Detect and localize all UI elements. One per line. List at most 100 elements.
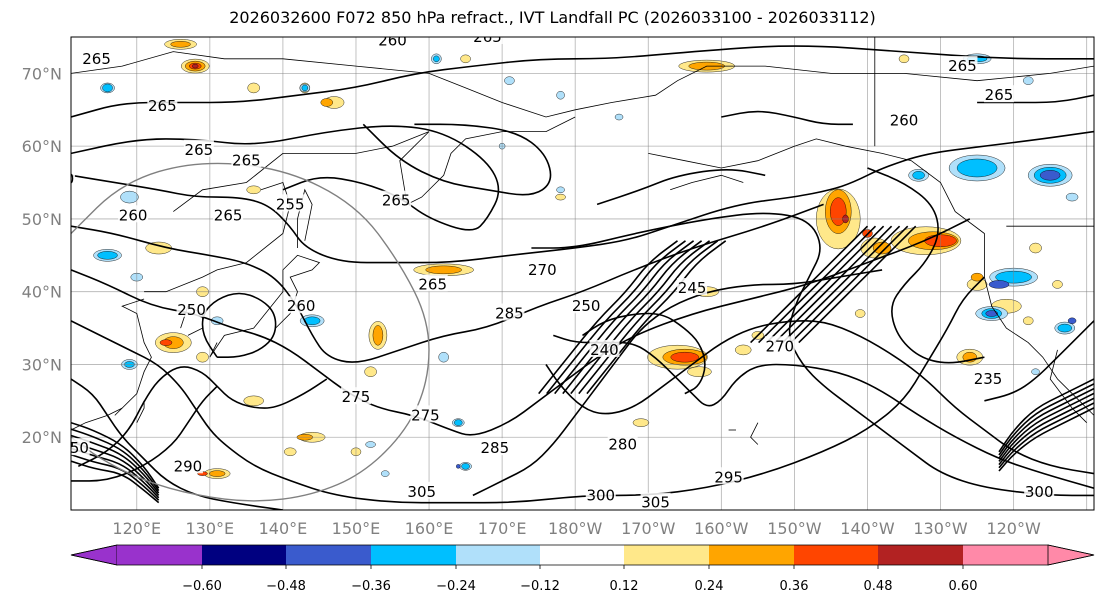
contour-label: 265 [948,57,977,75]
positive-anomaly-fill [898,54,910,64]
negative-anomaly-fill [1023,76,1034,85]
contour-label: 265 [418,275,447,293]
coastline [750,422,759,445]
positive-anomaly-fill [247,82,260,94]
ivt-contour [71,130,1094,264]
ivt-contour [562,240,703,395]
contour-label-background [71,168,76,186]
ivt-contour [71,276,985,504]
ivt-contour [977,94,1094,104]
contour-label-background [417,274,448,292]
colorbar-tick-label: 0.12 [610,579,639,594]
contour-label-background [340,387,371,405]
ivt-contour [362,123,552,196]
moderate-negative-anomaly-fill [461,463,470,470]
contour-label-background [472,37,503,44]
positive-anomaly-fill [1029,242,1042,254]
contour-label: 275 [342,388,371,406]
moderate-negative-anomaly-fill [102,83,113,93]
longitude-label: 140°W [840,519,895,538]
contour-label: 300 [1025,483,1054,501]
colorbar-tick-label: −0.60 [182,579,222,594]
colorbar-box [624,545,709,565]
contour-label-background [172,456,203,474]
negative-anomaly-fill [614,113,624,121]
longitude-label: 160°W [694,519,749,538]
contour-label: 285 [480,439,509,457]
contour-label-background [589,339,620,357]
colorbar-extend-max [1047,544,1095,566]
contour-label-background [764,336,795,354]
ivt-contour [998,407,1094,472]
colorbar-tick-label: 0.60 [949,579,978,594]
map-background [71,37,1094,510]
contour-label-background [527,259,558,277]
strong-negative-anomaly-fill [988,280,1010,289]
contour-label-background [213,205,244,223]
positive-anomaly-fill [1023,316,1034,325]
ivt-contour [71,453,160,501]
contour-label: 260 [378,32,407,50]
longitude-axis: 120°E 130°E 140°E 150°E 160°E 170°E 180°W 170°W… [112,519,1041,538]
ivt-contour [750,225,869,344]
negative-anomaly-fill [1031,368,1040,375]
ivt-contour [77,366,328,468]
contour-labels: 265 265 260 265 265 265 260 265 265 260 260 265 255 2… [46,32,1055,512]
colorbar-box [540,545,624,565]
map-title: 2026032600 F072 850 hPa refract., IVT La… [229,8,876,27]
moderate-negative-anomaly-fill [454,419,463,426]
contour-label: 265 [148,97,177,115]
negative-anomaly-fill [504,76,515,85]
coastline [71,407,123,431]
contour-label-background [231,150,262,168]
contour-label: 270 [765,337,794,355]
contour-label-background [275,194,306,212]
negative-anomaly-fill [438,351,449,363]
moderate-negative-anomaly-fill [956,158,998,178]
moderate-negative-anomaly-fill [1057,323,1072,333]
ivt-contour [71,218,971,436]
longitude-label: 130°W [913,519,968,538]
contour-label-background [286,296,317,314]
moderate-negative-anomaly-fill [97,251,118,260]
positive-anomaly-fill [632,418,650,427]
moderate-positive-anomaly-fill [320,98,333,107]
contour-label: 240 [590,341,619,359]
ivt-contour [798,225,917,344]
strong-positive-anomaly-fill [670,351,699,363]
contour-label-background [147,96,178,114]
longitude-label: 160°E [405,519,454,538]
moderate-negative-anomaly-fill [433,55,440,63]
ivt-contour [71,45,1094,118]
moderate-positive-anomaly-fill [208,470,226,477]
contour-label: 250 [60,439,89,457]
contour-label: 305 [407,483,436,501]
ivt-contour [538,240,678,395]
positive-anomaly-fill [854,309,866,318]
contour-label-background [479,438,510,456]
ivt-contour [998,383,1094,456]
negative-anomaly-fill [1065,192,1079,202]
contour-label-background [571,296,602,314]
ivt-contour [721,110,853,126]
moderate-negative-anomaly-fill [912,171,925,180]
contour-label: 305 [641,494,670,512]
ivt-contour [554,240,695,395]
contour-label: 260 [890,112,919,130]
colorbar-tick-label: 0.48 [864,579,893,594]
contour-label-background [381,190,412,208]
ivt-contour [758,225,877,344]
ivt-contour [586,240,727,395]
colorbar-tick-label: −0.48 [266,579,306,594]
coastline [399,116,576,205]
colorbar-tick-label: 0.24 [695,579,724,594]
moderate-negative-anomaly-fill [301,84,309,92]
contour-label: 260 [46,170,75,188]
landfall-region-arc [71,162,430,502]
contour-label-background [410,405,441,423]
positive-anomaly-fill [243,395,264,407]
ivt-contour [867,167,985,364]
contour-label: 280 [608,436,637,454]
ivt-contour [998,378,1094,453]
